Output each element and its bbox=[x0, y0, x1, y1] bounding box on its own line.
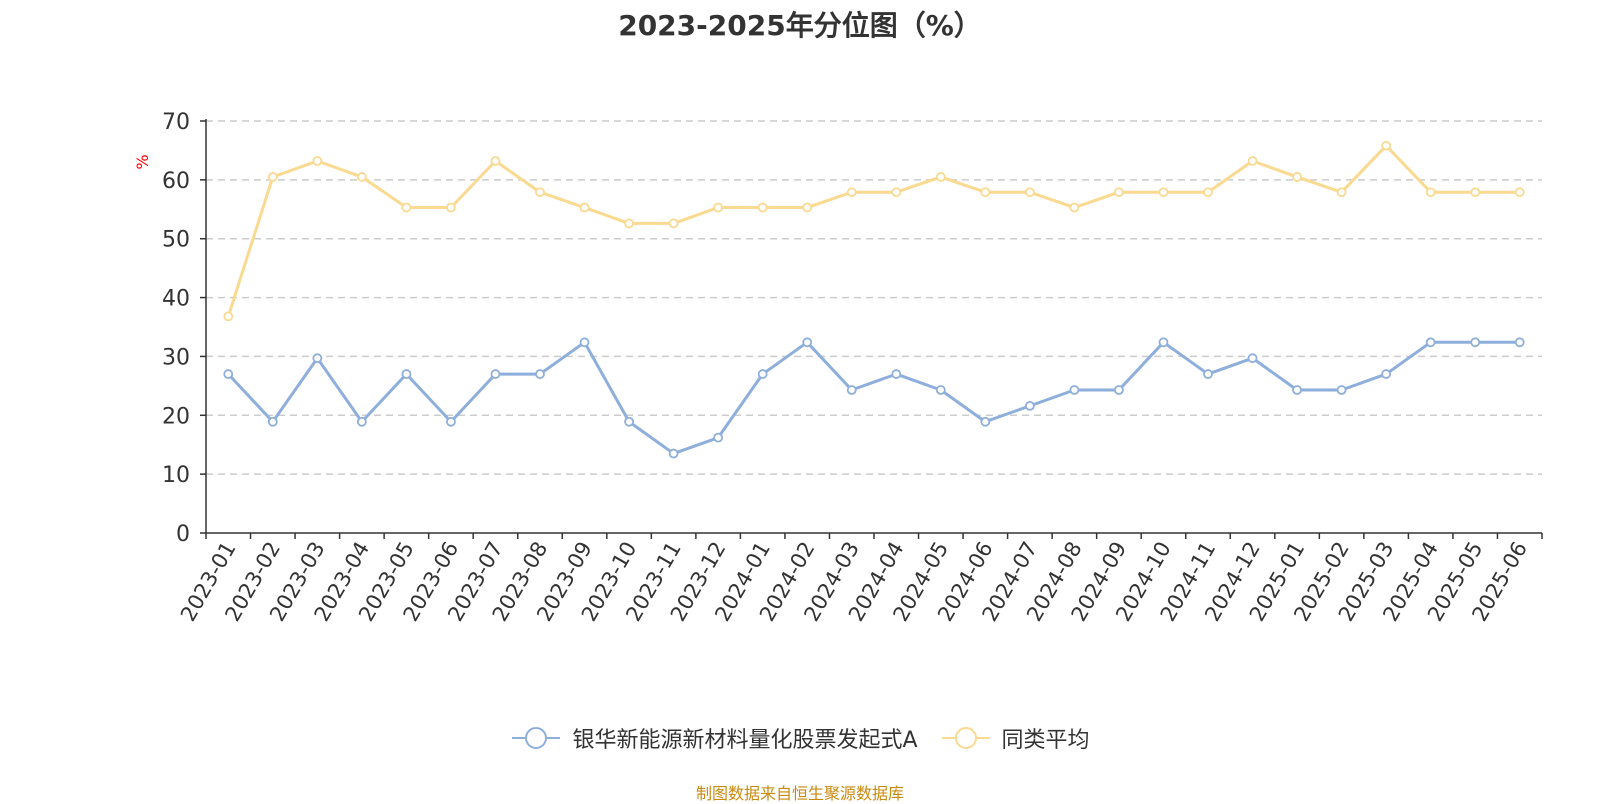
y-tick-label: 10 bbox=[162, 463, 190, 488]
data-point-a bbox=[668, 448, 679, 459]
data-point-a bbox=[1247, 353, 1258, 364]
data-point-b bbox=[1336, 187, 1347, 198]
data-point-a bbox=[802, 337, 813, 348]
data-point-b bbox=[1158, 187, 1169, 198]
data-point-b bbox=[1470, 187, 1481, 198]
data-point-b bbox=[1114, 187, 1124, 198]
data-point-a bbox=[891, 369, 902, 379]
data-point-a bbox=[1158, 337, 1169, 348]
data-point-b bbox=[891, 187, 902, 198]
data-point-a bbox=[1470, 337, 1481, 348]
data-point-b bbox=[1203, 187, 1213, 198]
series-line-a bbox=[227, 340, 1520, 456]
data-point-a bbox=[312, 353, 323, 364]
line-chart: 010203040506070%2023-012023-022023-03202… bbox=[133, 110, 1543, 625]
data-point-a bbox=[267, 416, 278, 427]
legend-item-series-b[interactable]: 同类平均 bbox=[940, 722, 1090, 754]
data-point-a bbox=[446, 416, 456, 427]
data-point-a bbox=[401, 369, 412, 379]
legend-label-series-a: 银华新能源新材料量化股票发起式A bbox=[572, 728, 918, 753]
data-point-b bbox=[1247, 156, 1258, 166]
legend-circle-icon bbox=[941, 727, 990, 749]
data-point-a bbox=[1203, 369, 1213, 379]
data-point-b bbox=[713, 202, 724, 213]
y-axis-unit: % bbox=[133, 154, 152, 169]
chart-title: 2023-2025年分位图（%） bbox=[618, 9, 982, 42]
data-point-a bbox=[579, 337, 590, 348]
data-point-a bbox=[1381, 369, 1392, 379]
data-point-b bbox=[757, 202, 768, 213]
y-tick-label: 0 bbox=[176, 522, 190, 547]
legend-item-series-a[interactable]: 银华新能源新材料量化股票发起式A bbox=[510, 722, 918, 754]
y-tick-label: 50 bbox=[162, 228, 190, 253]
data-point-a bbox=[1069, 385, 1080, 395]
data-point-a bbox=[624, 416, 634, 427]
data-point-b bbox=[624, 218, 634, 229]
y-tick-label: 40 bbox=[162, 287, 190, 312]
data-point-b bbox=[579, 202, 590, 213]
y-tick-label: 30 bbox=[162, 345, 190, 370]
data-point-a bbox=[935, 385, 946, 395]
data-point-b bbox=[223, 311, 234, 322]
data-point-b bbox=[490, 156, 501, 166]
legend: 银华新能源新材料量化股票发起式A 同类平均 bbox=[0, 722, 1600, 754]
data-point-b bbox=[802, 202, 813, 213]
data-point-b bbox=[267, 172, 278, 182]
data-point-a bbox=[713, 432, 724, 443]
data-point-a bbox=[980, 416, 991, 427]
data-point-b bbox=[1024, 187, 1035, 198]
y-tick-label: 60 bbox=[162, 169, 190, 194]
data-point-b bbox=[446, 202, 456, 213]
data-point-a bbox=[1514, 337, 1525, 348]
data-point-b bbox=[1069, 202, 1080, 213]
data-point-b bbox=[312, 156, 323, 166]
y-tick-label: 70 bbox=[162, 110, 190, 135]
data-point-b bbox=[356, 172, 367, 182]
data-point-a bbox=[1425, 337, 1436, 348]
data-point-a bbox=[535, 369, 545, 379]
data-source-note: 制图数据来自恒生聚源数据库 bbox=[695, 784, 904, 803]
data-point-a bbox=[1114, 385, 1124, 395]
data-point-b bbox=[980, 187, 991, 198]
data-point-a bbox=[223, 369, 234, 379]
data-point-a bbox=[846, 385, 857, 395]
data-point-b bbox=[1292, 172, 1302, 182]
data-point-b bbox=[401, 202, 412, 213]
data-point-b bbox=[1425, 187, 1436, 198]
data-point-a bbox=[1336, 385, 1347, 395]
data-point-b bbox=[1514, 187, 1525, 198]
data-point-b bbox=[846, 187, 857, 198]
data-point-a bbox=[1292, 385, 1302, 395]
data-point-a bbox=[490, 369, 501, 379]
data-point-a bbox=[356, 416, 367, 427]
data-point-a bbox=[757, 369, 768, 379]
legend-circle-icon bbox=[512, 727, 561, 749]
y-tick-label: 20 bbox=[162, 404, 190, 429]
data-point-b bbox=[935, 172, 946, 182]
data-point-b bbox=[1381, 140, 1392, 151]
data-point-b bbox=[535, 187, 545, 198]
data-point-a bbox=[1024, 400, 1035, 411]
data-point-b bbox=[668, 218, 679, 229]
legend-label-series-b: 同类平均 bbox=[1001, 728, 1090, 753]
series-line-b bbox=[226, 144, 1520, 317]
